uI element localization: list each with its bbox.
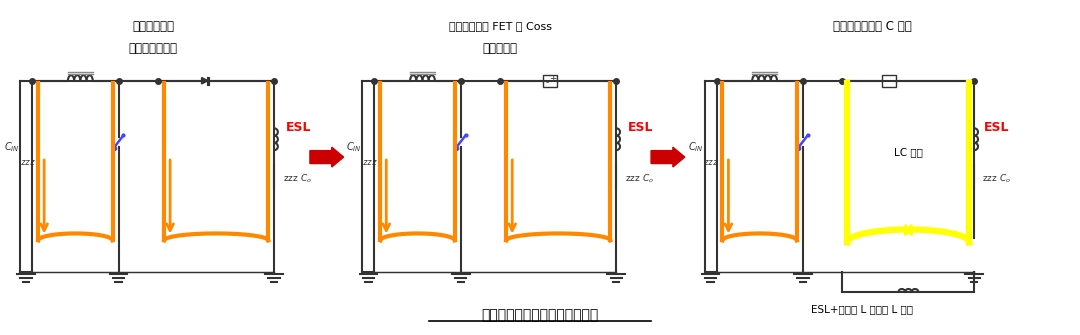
Text: zzz: zzz: [363, 157, 378, 166]
Text: LC 谐振: LC 谐振: [894, 147, 922, 157]
Text: zzz $C_o$: zzz $C_o$: [983, 173, 1011, 185]
Text: zzz: zzz: [21, 157, 36, 166]
Text: $C_{IN}$: $C_{IN}$: [688, 140, 703, 154]
Text: 导致的反向流动: 导致的反向流动: [129, 43, 178, 56]
Text: 结点电容带来的 C 分量: 结点电容带来的 C 分量: [833, 20, 912, 33]
FancyArrow shape: [310, 147, 343, 167]
Text: 低边开关导通时发生振铃的原因: 低边开关导通时发生振铃的原因: [482, 308, 598, 322]
Text: 反向恢复电流: 反向恢复电流: [132, 20, 174, 33]
Text: $C_{IN}$: $C_{IN}$: [346, 140, 362, 154]
Text: zzz $C_o$: zzz $C_o$: [283, 173, 312, 185]
Polygon shape: [202, 77, 208, 84]
Text: $C_{IN}$: $C_{IN}$: [3, 140, 19, 154]
Text: ESL+布线的 L 带来的 L 分量: ESL+布线的 L 带来的 L 分量: [811, 304, 914, 314]
Text: ESL: ESL: [286, 121, 312, 134]
Text: zzz: zzz: [704, 157, 718, 166]
Text: 向结点电容或 FET 的 Coss: 向结点电容或 FET 的 Coss: [449, 21, 552, 31]
Text: ESL: ESL: [629, 121, 653, 134]
Text: -: -: [545, 78, 549, 87]
Text: zzz $C_o$: zzz $C_o$: [625, 173, 654, 185]
Text: ESL: ESL: [984, 121, 1010, 134]
FancyArrow shape: [651, 147, 685, 167]
Text: 充电的电流: 充电的电流: [483, 43, 517, 56]
Text: +: +: [549, 74, 556, 83]
